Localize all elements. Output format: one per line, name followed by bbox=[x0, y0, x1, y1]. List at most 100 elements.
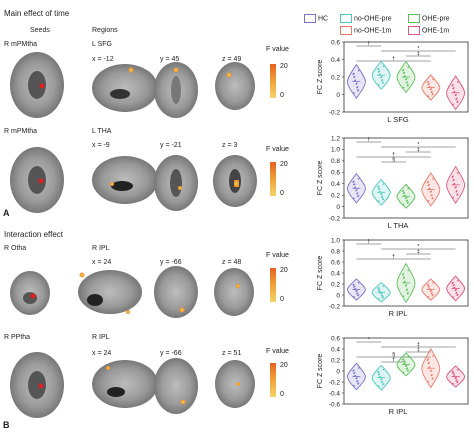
y-tick-label: -0.2 bbox=[329, 379, 341, 386]
data-point bbox=[431, 197, 434, 200]
data-point bbox=[356, 86, 358, 89]
fvalue-label: F value bbox=[266, 146, 289, 153]
significance-marker: † bbox=[367, 137, 370, 143]
data-point bbox=[430, 194, 433, 197]
legend-swatch bbox=[304, 14, 316, 23]
significance-marker: * bbox=[417, 46, 420, 52]
legend-item-no-ohe-pre: no-OHE-pre bbox=[340, 14, 392, 23]
legend-item-no-ohe-1m: no-OHE-1m bbox=[340, 26, 391, 35]
data-point bbox=[357, 294, 359, 297]
data-point bbox=[405, 78, 407, 81]
axial-brain-b1 bbox=[214, 268, 254, 316]
data-point bbox=[378, 373, 380, 376]
legend-label: no-OHE-pre bbox=[353, 15, 392, 23]
fvalue-label: F value bbox=[266, 348, 289, 355]
data-point bbox=[457, 279, 459, 282]
coronal-brain-b1 bbox=[154, 266, 198, 318]
data-point bbox=[427, 83, 430, 86]
data-point bbox=[402, 192, 405, 195]
data-point bbox=[405, 82, 408, 84]
data-point bbox=[427, 295, 430, 298]
data-point bbox=[407, 187, 410, 190]
colorbar bbox=[270, 162, 276, 196]
data-point bbox=[454, 94, 457, 97]
data-point bbox=[380, 292, 382, 295]
significance-marker: ‡ bbox=[417, 249, 420, 255]
data-point bbox=[353, 183, 355, 186]
data-point bbox=[405, 365, 407, 367]
data-point bbox=[452, 87, 455, 90]
coord-label: z = 51 bbox=[222, 350, 242, 357]
coord-label: y = -66 bbox=[160, 259, 182, 266]
coronal-brain-a2 bbox=[154, 155, 198, 211]
data-point bbox=[452, 183, 455, 186]
x-axis-label: R IPL bbox=[389, 309, 408, 318]
coord-label: y = -21 bbox=[160, 142, 182, 149]
coord-label: y = 45 bbox=[160, 56, 180, 63]
colorbar bbox=[270, 64, 276, 98]
significance-marker: † bbox=[367, 41, 370, 47]
data-point bbox=[377, 200, 380, 202]
region-label: L THA bbox=[92, 128, 112, 135]
data-point bbox=[377, 186, 379, 188]
data-point bbox=[353, 80, 356, 82]
data-point bbox=[457, 172, 459, 174]
fvalue-label: F value bbox=[266, 46, 289, 53]
colorbar bbox=[270, 268, 276, 302]
y-tick-label: 0.4 bbox=[331, 346, 340, 353]
data-point bbox=[378, 291, 381, 293]
panel-a-title: Main effect of time bbox=[4, 9, 70, 18]
data-point bbox=[455, 379, 458, 382]
data-point bbox=[451, 176, 454, 178]
plot-frame bbox=[343, 137, 469, 219]
seed-label: R Otha bbox=[4, 245, 27, 252]
significance-marker: † bbox=[392, 254, 395, 260]
data-point bbox=[402, 358, 404, 361]
data-point bbox=[381, 296, 384, 299]
data-point bbox=[352, 181, 355, 183]
violin-chart-4: 0.6 0.4 0.2 0 -0.2 -0.4 -0.6 FC Z score R IPL * ‡‡… bbox=[317, 335, 469, 416]
significance-marker: § bbox=[392, 352, 395, 358]
data-point bbox=[402, 190, 404, 193]
data-point bbox=[377, 385, 380, 387]
data-point bbox=[355, 377, 358, 380]
sagittal-brain-a1 bbox=[92, 64, 158, 112]
y-tick-label: 1.0 bbox=[331, 147, 340, 154]
data-point bbox=[353, 295, 355, 298]
data-point bbox=[381, 82, 384, 84]
significance-marker: ‡ bbox=[417, 51, 420, 57]
data-point bbox=[402, 203, 405, 206]
data-point bbox=[426, 181, 429, 184]
data-point bbox=[405, 289, 408, 291]
coord-label: z = 49 bbox=[222, 56, 242, 63]
legend-swatch bbox=[340, 26, 352, 35]
seeds-column-header: Seeds bbox=[30, 27, 50, 34]
data-point bbox=[431, 93, 434, 96]
legend-swatch bbox=[340, 14, 352, 23]
data-point bbox=[402, 86, 405, 89]
significance-marker: † bbox=[392, 357, 395, 363]
coord-label: x = -9 bbox=[92, 142, 110, 149]
axial-brain-a1 bbox=[215, 62, 255, 110]
data-point bbox=[455, 98, 458, 100]
axial-brain-b2 bbox=[215, 360, 255, 408]
panel-letter-b: B bbox=[3, 420, 10, 430]
legend-item-ohe-pre: OHE-pre bbox=[408, 14, 450, 23]
legend-label: HC bbox=[317, 15, 329, 23]
data-point bbox=[378, 71, 380, 73]
y-tick-label: -0.2 bbox=[329, 215, 341, 222]
legend-swatch bbox=[408, 14, 420, 23]
data-point bbox=[381, 198, 384, 201]
seed-label: R PPtha bbox=[4, 334, 31, 341]
data-point bbox=[452, 284, 455, 287]
data-point bbox=[452, 103, 454, 106]
data-point bbox=[432, 354, 434, 357]
data-point bbox=[357, 195, 359, 198]
data-point bbox=[377, 287, 379, 289]
coord-label: z = 48 bbox=[222, 259, 242, 266]
data-point bbox=[353, 375, 356, 378]
data-point bbox=[352, 370, 355, 372]
data-point bbox=[406, 84, 409, 87]
y-tick-label: 0.2 bbox=[331, 281, 340, 288]
violin-chart-3: 1.0 0.8 0.6 0.4 0.2 0 -0.2 FC Z score R IPL † *‡ † bbox=[317, 237, 469, 318]
